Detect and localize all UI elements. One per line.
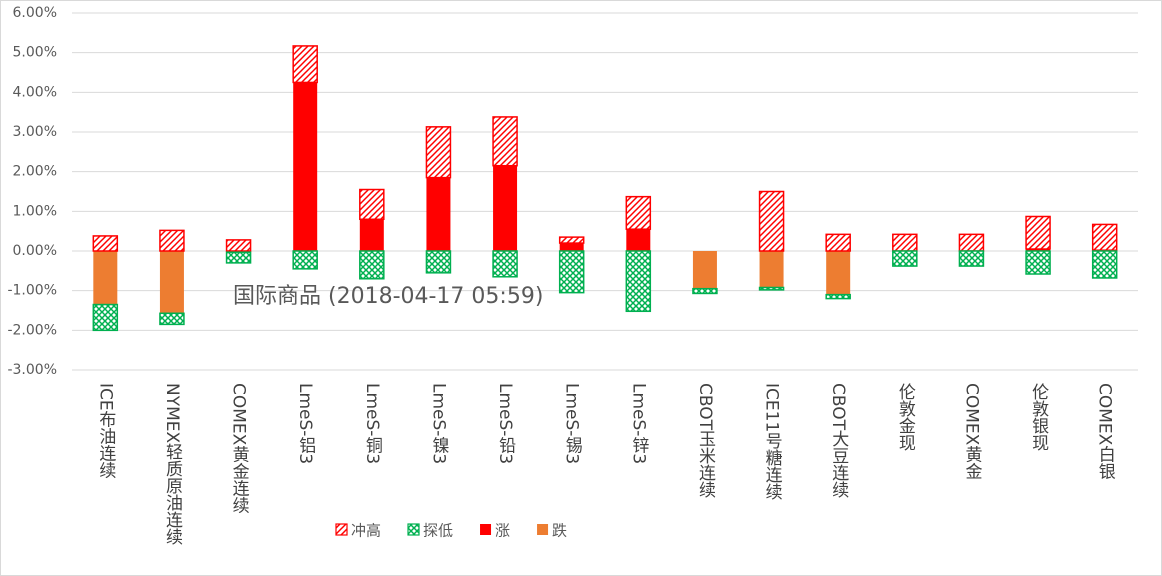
bar-segment (625, 250, 652, 313)
bar-segment (159, 251, 184, 314)
x-tick-label: ICE11号糖连续 (762, 383, 783, 500)
bar-segment (492, 116, 518, 167)
bar-segment (159, 229, 185, 252)
x-tick-label: COMEX黄金连续 (229, 383, 250, 513)
legend-swatch (537, 524, 549, 535)
bar-segment (1026, 249, 1051, 251)
bar-segment (1025, 250, 1051, 275)
bar-segment (159, 312, 185, 326)
bar-segment (292, 45, 318, 84)
x-tick-label: 伦敦金现 (895, 383, 916, 451)
bar-segment (826, 251, 851, 295)
bar-segment (93, 251, 118, 305)
x-tick-label: LmeS-铝3 (295, 383, 316, 464)
x-tick-label: NYMEX轻质原油连续 (162, 383, 183, 545)
bar-segment (359, 219, 384, 251)
x-tick-label: ICE布油连续 (95, 383, 116, 479)
bar-segment (1091, 223, 1118, 251)
legend-label: 冲高 (351, 522, 381, 540)
bar-segment (758, 190, 785, 252)
legend-label: 探低 (423, 522, 453, 540)
bar-segment (759, 251, 784, 288)
bar-segment (292, 250, 318, 270)
bar-segment (625, 195, 652, 230)
y-tick-label: 2.00% (13, 164, 57, 180)
y-tick-label: -3.00% (7, 362, 57, 378)
bar-segment (692, 251, 717, 289)
y-tick-label: 1.00% (13, 203, 57, 219)
y-tick-label: 5.00% (13, 45, 57, 61)
y-tick-label: 3.00% (13, 124, 57, 140)
legend-label: 跌 (552, 522, 567, 540)
legend-swatch (407, 523, 420, 536)
bar-segment (492, 250, 518, 278)
bar-segment (559, 243, 584, 251)
y-tick-label: 6.00% (13, 5, 57, 21)
bar-segment (626, 229, 651, 251)
bar-segment (493, 165, 518, 251)
bar-segment (225, 239, 252, 252)
y-tick-label: -1.00% (7, 283, 57, 299)
x-tick-label: LmeS-铅3 (495, 383, 516, 464)
bar-segment (225, 251, 252, 264)
x-tick-label: 伦敦银现 (1028, 383, 1049, 451)
chart-title: 国际商品 (2018-04-17 05:59) (233, 284, 543, 309)
bar-segment (1025, 215, 1051, 250)
legend-swatch (335, 523, 348, 536)
y-tick-label: 0.00% (13, 243, 57, 259)
bar-segment (92, 303, 119, 332)
bar-segment (425, 250, 452, 274)
bar-segment (758, 286, 785, 291)
x-tick-label: LmeS-镍3 (428, 383, 449, 464)
legend-label: 涨 (495, 522, 510, 540)
bar-segment (1091, 250, 1118, 279)
bar-segment (92, 235, 119, 252)
bar-segment (293, 82, 318, 252)
x-tick-label: CBOT玉米连续 (695, 383, 716, 498)
x-tick-label: LmeS-锌3 (628, 383, 649, 464)
bar-segment (558, 250, 585, 294)
bar-segment (825, 233, 851, 252)
x-tick-label: LmeS-铜3 (362, 383, 383, 464)
legend-swatch (480, 524, 492, 535)
y-tick-label: 4.00% (13, 84, 57, 100)
bar-segment (558, 236, 585, 244)
bar-segment (825, 293, 851, 300)
bar-segment (958, 250, 985, 267)
bar-segment (958, 233, 985, 252)
x-tick-label: COMEX黄金 (961, 383, 982, 479)
y-tick-label: -2.00% (7, 322, 57, 338)
bar-segment (359, 250, 385, 280)
x-tick-label: LmeS-锡3 (562, 383, 583, 464)
bar-segment (426, 177, 451, 251)
x-tick-label: CBOT大豆连续 (828, 383, 849, 498)
bar-segment (359, 188, 385, 221)
bar-segment (425, 126, 452, 179)
bar-segment (892, 250, 918, 267)
bar-segment (692, 287, 718, 295)
bar-segment (892, 233, 918, 252)
x-tick-label: COMEX白银 (1095, 383, 1116, 479)
